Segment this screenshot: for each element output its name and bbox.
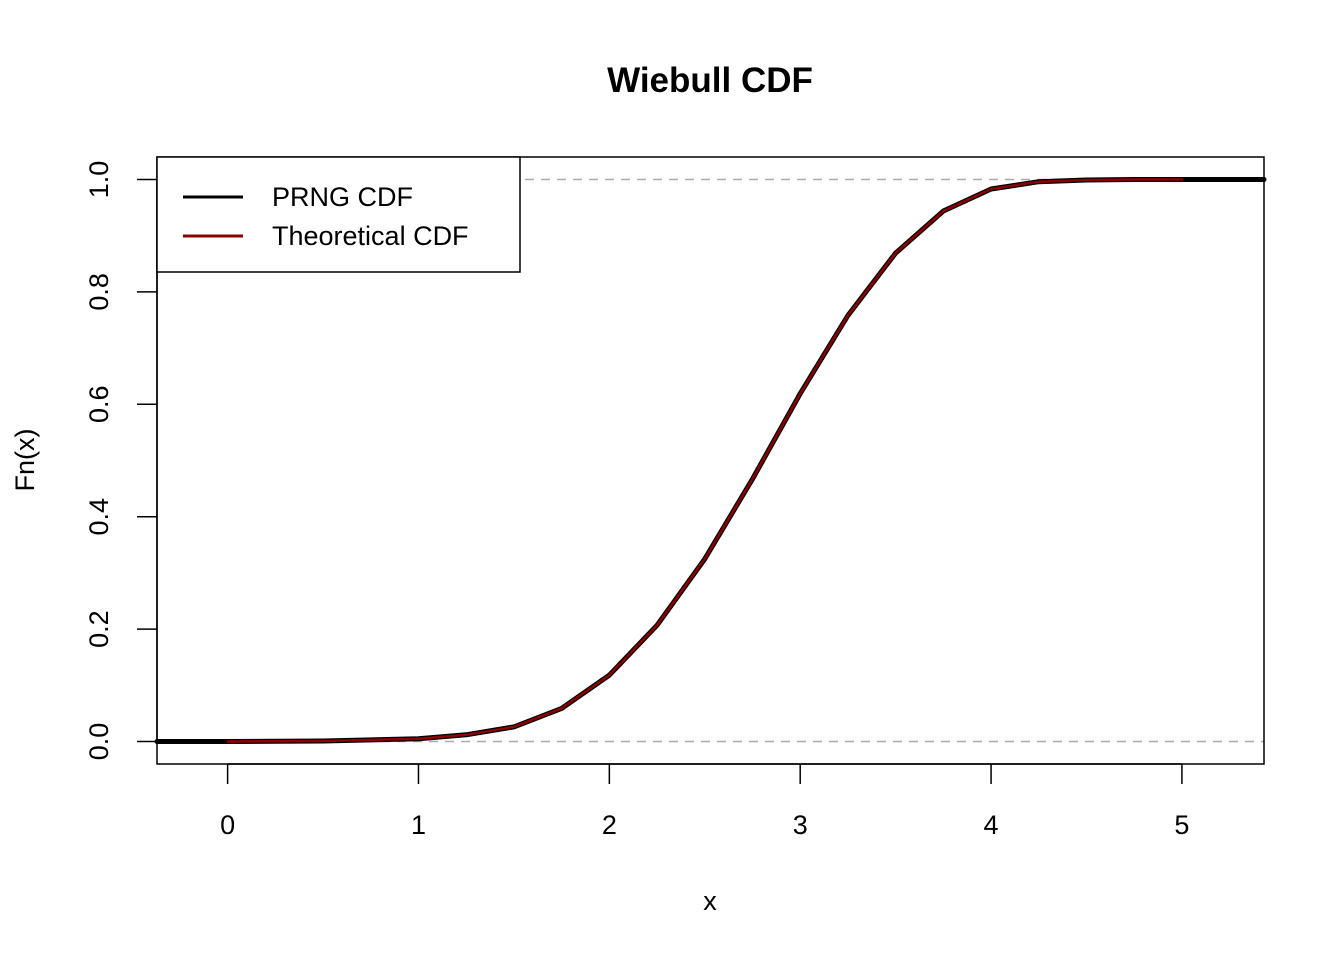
x-tick-label: 5 [1174,810,1189,840]
y-axis: 0.0 0.2 0.4 0.6 0.8 1.0 [84,161,158,761]
x-axis-label: x [703,886,717,916]
x-tick-label: 0 [220,810,235,840]
legend-label-theoretical: Theoretical CDF [272,221,469,251]
y-tick-label: 0.8 [84,273,114,311]
y-tick-label: 1.0 [84,161,114,199]
series-line-theoretical [226,178,1184,743]
series-layer [154,177,1267,744]
legend: PRNG CDF Theoretical CDF [156,156,521,273]
x-tick-label: 3 [793,810,808,840]
y-tick-label: 0.4 [84,498,114,536]
y-tick-label: 0.0 [84,723,114,761]
y-tick-label: 0.6 [84,386,114,424]
x-tick-label: 4 [984,810,999,840]
x-tick-label: 2 [602,810,617,840]
y-tick-label: 0.2 [84,610,114,648]
y-axis-label: Fn(x) [10,429,40,492]
chart-title: Wiebull CDF [607,61,813,100]
x-axis: 0 1 2 3 4 5 [220,763,1189,840]
x-tick-label: 1 [411,810,426,840]
legend-label-prng: PRNG CDF [272,182,413,212]
legend-box [156,156,521,273]
